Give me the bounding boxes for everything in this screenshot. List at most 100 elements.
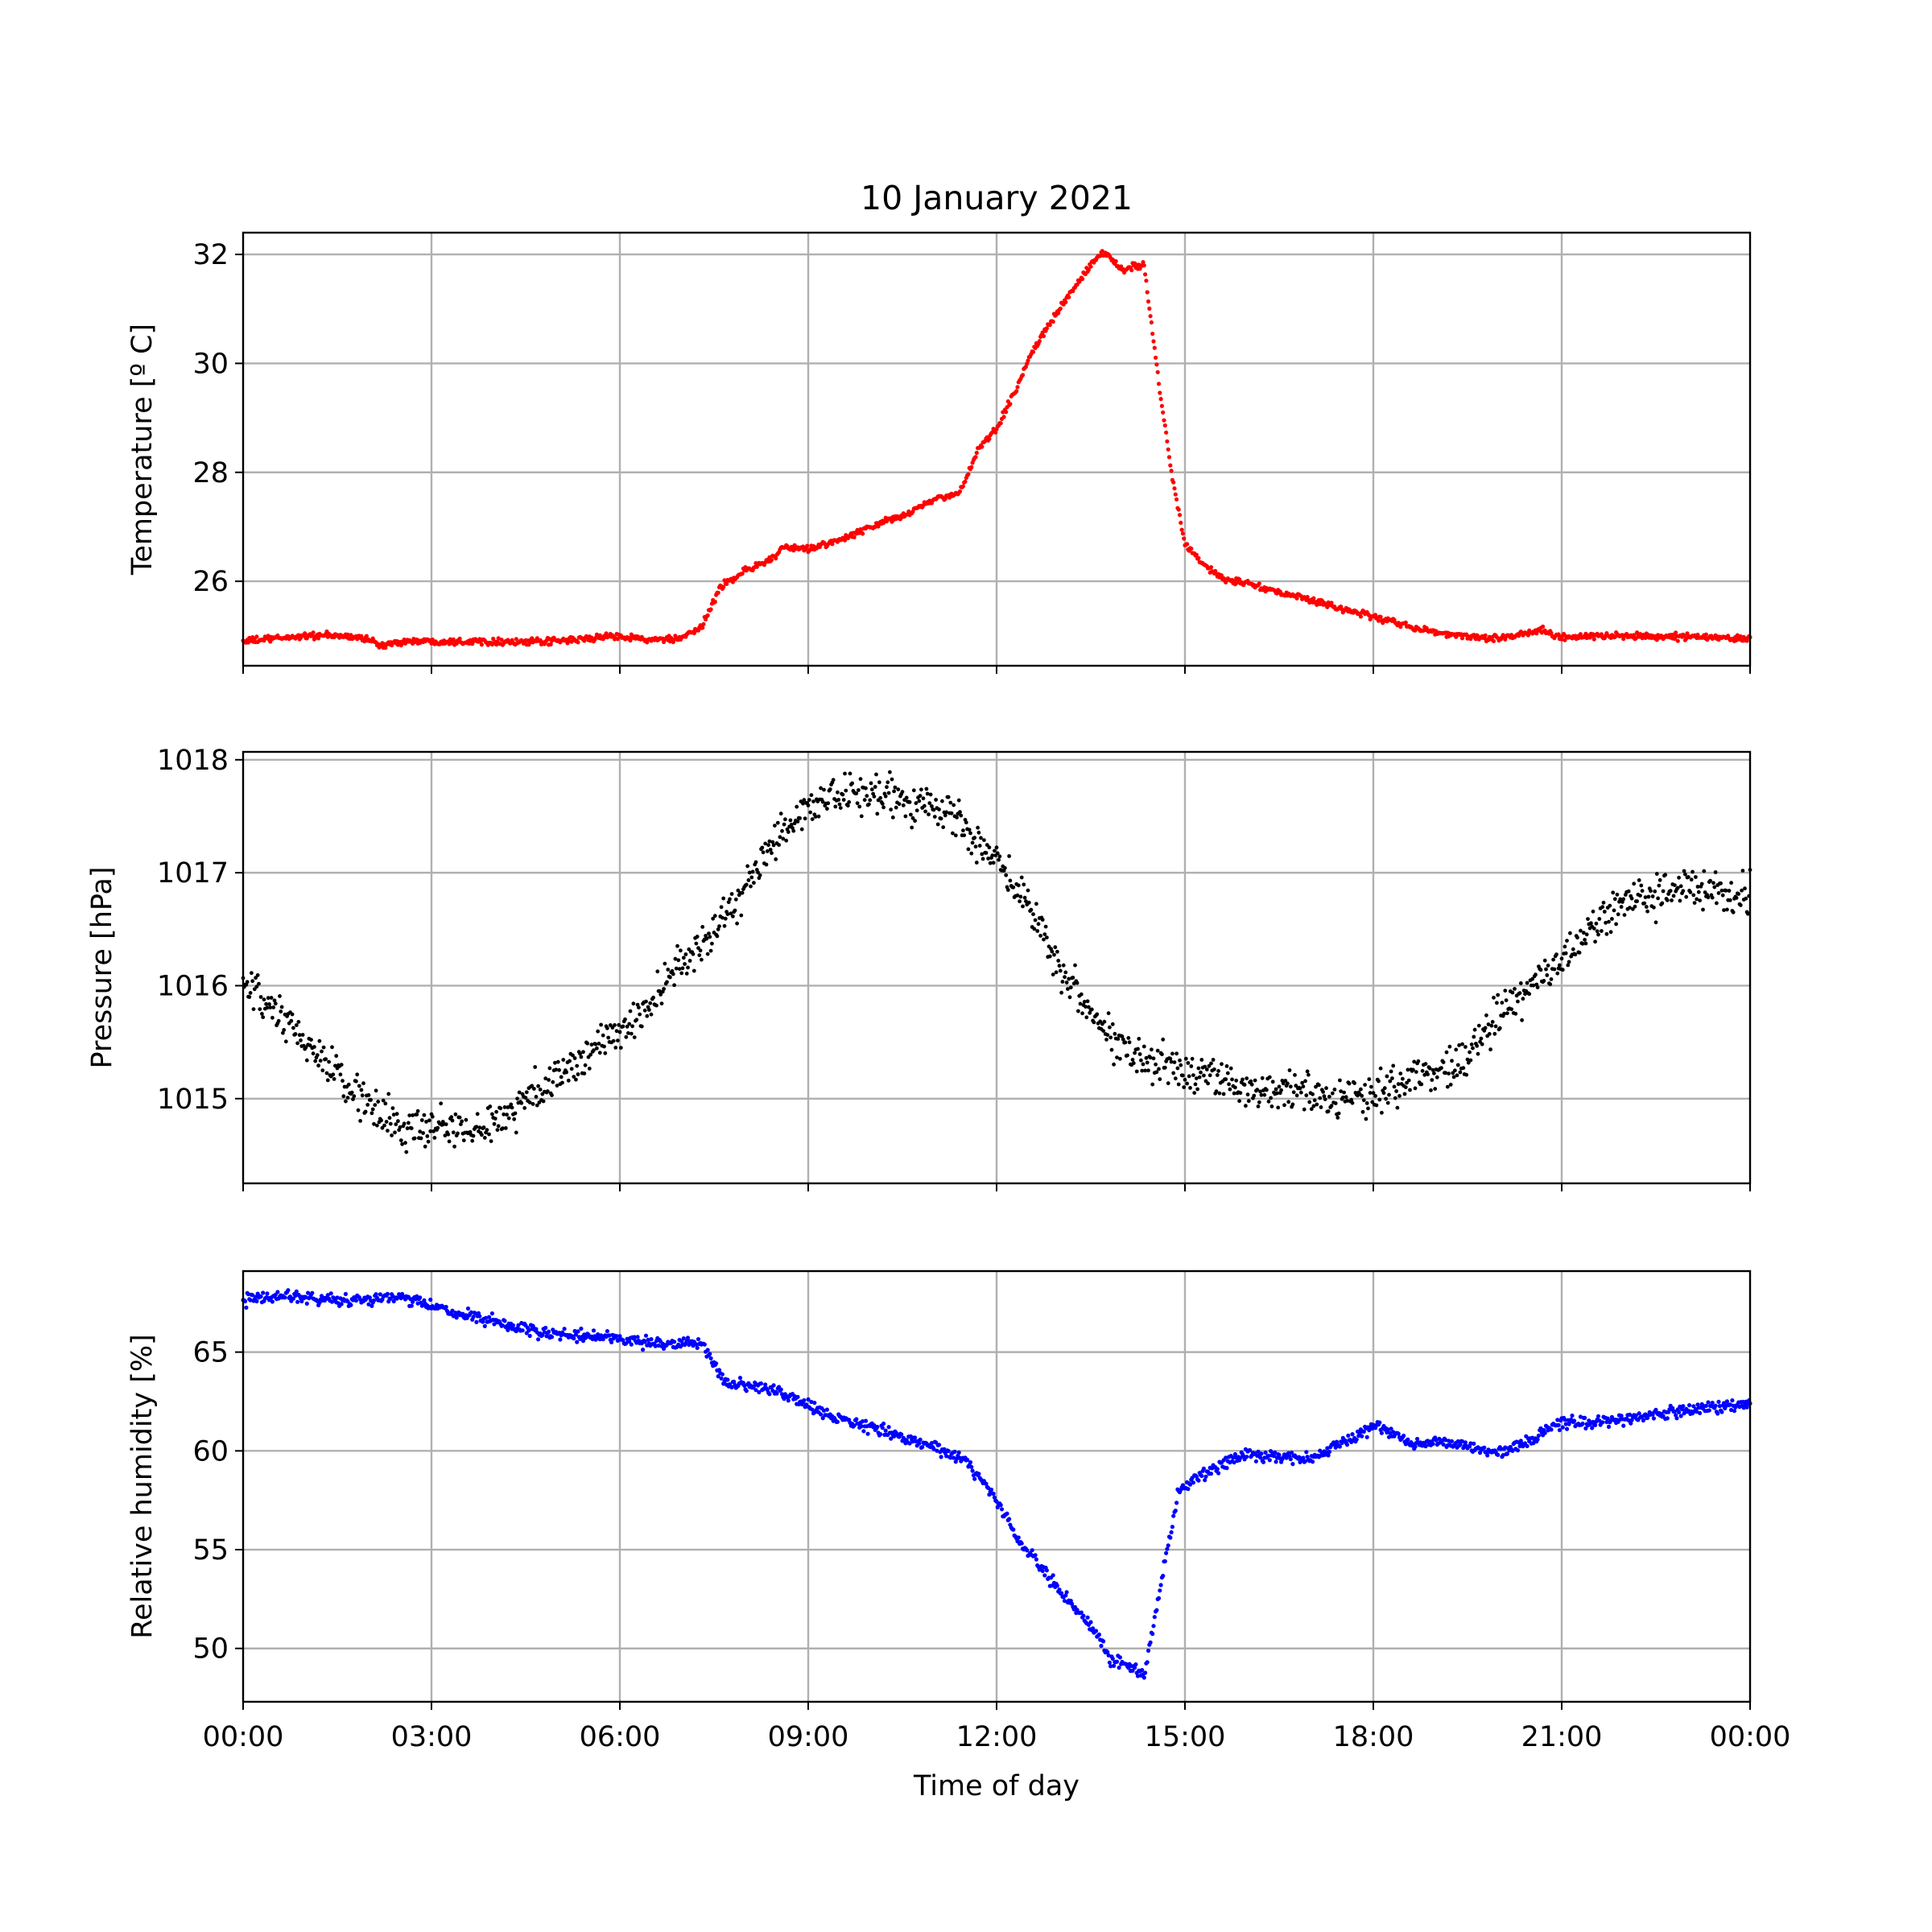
pressure-point <box>1203 1064 1208 1069</box>
humidity-point <box>1311 1459 1315 1464</box>
pressure-point <box>1551 957 1555 962</box>
temperature-point <box>1563 638 1567 642</box>
pressure-point <box>1073 963 1077 968</box>
temperature-point <box>1063 299 1068 304</box>
humidity-point <box>1643 1412 1648 1417</box>
pressure-point <box>855 801 860 806</box>
pressure-point <box>700 925 705 929</box>
pressure-point <box>1286 1100 1291 1104</box>
humidity-point <box>299 1298 304 1304</box>
pressure-point <box>551 1080 555 1084</box>
humidity-point <box>1637 1411 1641 1416</box>
humidity-point <box>1333 1445 1338 1450</box>
pressure-point <box>1552 967 1557 972</box>
pressure-point <box>675 943 679 948</box>
x-tick-label: 15:00 <box>1145 1721 1226 1753</box>
humidity-point <box>1166 1543 1170 1548</box>
pressure-point <box>1694 875 1698 879</box>
pressure-point <box>534 1095 539 1099</box>
humidity-point <box>303 1294 308 1300</box>
pressure-point <box>303 1045 308 1050</box>
pressure-point <box>1695 885 1700 889</box>
temperature-point <box>1491 638 1496 644</box>
pressure-point <box>324 1071 329 1075</box>
humidity-point <box>1133 1666 1137 1670</box>
pressure-point <box>485 1128 489 1132</box>
temperature-point <box>1169 469 1174 473</box>
pressure-point <box>376 1100 381 1104</box>
pressure-point <box>1064 980 1069 985</box>
pressure-point <box>444 1122 448 1126</box>
pressure-point <box>1719 881 1724 886</box>
pressure-point <box>363 1109 368 1114</box>
pressure-point <box>958 810 962 815</box>
pressure-point <box>1326 1109 1331 1113</box>
pressure-point <box>1298 1090 1303 1095</box>
pressure-point <box>446 1132 451 1137</box>
humidity-point <box>1728 1402 1732 1407</box>
temperature-point <box>1161 410 1166 415</box>
humidity-point <box>1379 1430 1384 1435</box>
temperature-point <box>1162 418 1166 423</box>
pressure-point <box>819 786 823 791</box>
pressure-point <box>651 995 655 1000</box>
humidity-point <box>1256 1449 1261 1454</box>
humidity-point <box>1605 1416 1610 1421</box>
pressure-point <box>910 825 914 830</box>
humidity-point <box>1274 1455 1279 1460</box>
humidity-point <box>716 1374 720 1379</box>
pressure-point <box>262 997 266 1002</box>
pressure-point <box>1719 888 1724 893</box>
temperature-point <box>345 632 350 638</box>
pressure-point <box>450 1118 455 1123</box>
pressure-point <box>1731 910 1736 914</box>
temperature-point <box>457 636 462 641</box>
pressure-point <box>617 1030 622 1034</box>
pressure-point <box>717 924 721 928</box>
humidity-point <box>385 1291 390 1296</box>
pressure-point <box>961 828 965 832</box>
humidity-point <box>1583 1426 1588 1430</box>
pressure-point <box>532 1087 536 1091</box>
pressure-point <box>778 811 783 816</box>
humidity-point <box>1687 1403 1692 1408</box>
humidity-point <box>1606 1424 1612 1429</box>
pressure-point <box>268 1005 273 1009</box>
x-tick-label: 06:00 <box>580 1721 661 1753</box>
humidity-point <box>450 1308 455 1313</box>
pressure-point <box>1725 907 1729 912</box>
pressure-point <box>1191 1073 1195 1077</box>
temperature-point <box>960 484 965 489</box>
pressure-point <box>976 825 980 830</box>
pressure-point <box>820 799 825 804</box>
pressure-point <box>1377 1097 1382 1102</box>
pressure-point <box>1414 1070 1418 1074</box>
temperature-point <box>1483 633 1488 638</box>
pressure-point <box>695 935 700 939</box>
humidity-point <box>1578 1414 1583 1419</box>
pressure-y-tick-label: 1018 <box>157 745 229 777</box>
pressure-point <box>917 799 922 803</box>
pressure-point <box>1479 1036 1484 1041</box>
humidity-point <box>1091 1626 1096 1631</box>
pressure-point <box>527 1100 532 1104</box>
humidity-point <box>774 1391 779 1396</box>
humidity-point <box>1724 1399 1729 1404</box>
humidity-point <box>972 1476 977 1481</box>
pressure-point <box>1115 1055 1119 1059</box>
pressure-point <box>962 833 967 837</box>
pressure-point <box>330 1045 334 1050</box>
pressure-point <box>431 1129 436 1133</box>
pressure-point <box>1187 1074 1191 1079</box>
humidity-point <box>1681 1404 1686 1409</box>
pressure-point <box>1312 1098 1317 1103</box>
temperature-point <box>1208 565 1214 570</box>
pressure-point <box>1637 878 1641 882</box>
humidity-point <box>409 1303 414 1308</box>
pressure-point <box>1535 985 1540 989</box>
pressure-point <box>621 1024 625 1029</box>
pressure-point <box>538 1088 543 1092</box>
pressure-point <box>354 1079 358 1084</box>
temperature-point <box>1015 385 1020 390</box>
humidity-point <box>1447 1439 1451 1443</box>
